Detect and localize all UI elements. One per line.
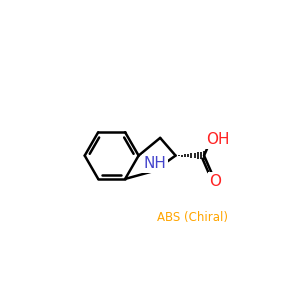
Text: NH: NH — [143, 156, 166, 171]
Text: ABS (Chiral): ABS (Chiral) — [157, 211, 228, 224]
Text: O: O — [210, 174, 222, 188]
Text: OH: OH — [206, 132, 230, 147]
